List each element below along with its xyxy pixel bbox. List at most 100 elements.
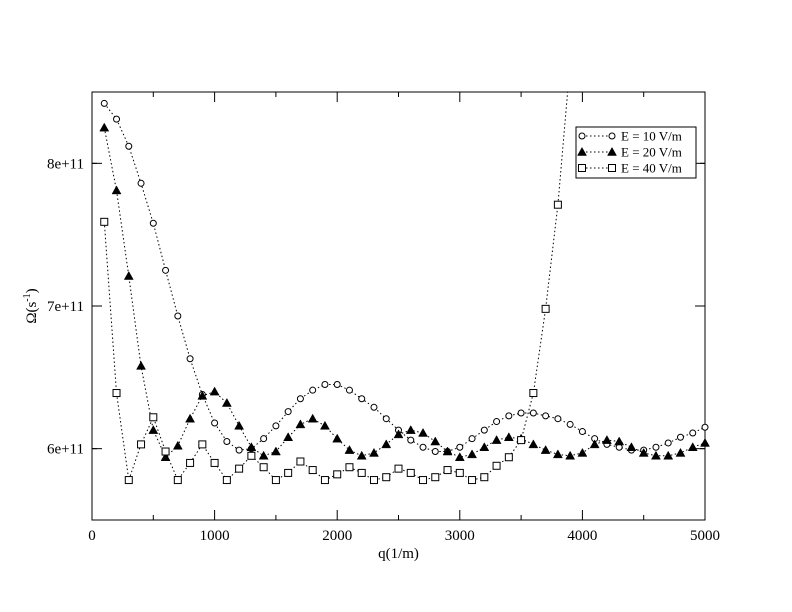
- data-point: [517, 436, 526, 445]
- data-point: [589, 439, 600, 449]
- data-point: [124, 476, 133, 485]
- data-point: [123, 271, 134, 280]
- data-point: [270, 446, 281, 456]
- series-2: [99, 122, 710, 461]
- series-3: [100, 92, 569, 485]
- y-tick-label: 8e+11: [47, 156, 84, 172]
- legend-entry: E = 40 V/m: [578, 161, 682, 176]
- data-point: [344, 445, 355, 454]
- data-point: [394, 464, 403, 473]
- data-point: [309, 386, 317, 394]
- data-point: [210, 458, 219, 467]
- data-point: [614, 436, 625, 446]
- data-point: [491, 435, 502, 444]
- data-point: [663, 450, 674, 460]
- legend-entry: E = 10 V/m: [578, 129, 682, 144]
- data-point: [553, 200, 562, 209]
- data-point: [493, 418, 501, 426]
- axis-ticks: 0 1000 2000 3000 4000 5000 6e+11 7e+11 8e+11: [47, 92, 720, 544]
- data-point: [259, 463, 268, 472]
- data-point: [468, 435, 476, 443]
- data-point: [517, 409, 525, 417]
- data-point: [149, 219, 157, 227]
- legend-marker: [608, 132, 616, 140]
- data-point: [172, 440, 183, 450]
- data-point: [528, 439, 539, 449]
- data-point: [247, 451, 256, 460]
- data-point: [577, 447, 588, 457]
- data-point: [162, 266, 170, 274]
- data-point: [700, 437, 710, 447]
- data-point: [272, 422, 280, 430]
- x-axis-title: q(1/m): [378, 546, 419, 562]
- data-point: [296, 395, 304, 403]
- data-point: [113, 115, 121, 123]
- data-point: [198, 440, 207, 449]
- data-point: [260, 435, 268, 443]
- data-point: [222, 476, 231, 485]
- data-point: [370, 403, 378, 411]
- data-point: [382, 473, 391, 482]
- data-point: [552, 449, 563, 459]
- data-point: [345, 386, 353, 394]
- data-point: [456, 443, 464, 451]
- data-point: [173, 476, 182, 485]
- data-point: [419, 443, 427, 451]
- data-point: [393, 429, 404, 439]
- data-point: [419, 476, 428, 485]
- data-point: [664, 439, 672, 447]
- data-point: [431, 473, 440, 482]
- data-point: [541, 304, 550, 313]
- data-point: [308, 466, 317, 475]
- data-point: [479, 442, 490, 451]
- data-point: [186, 355, 194, 363]
- x-tick-label: 4000: [567, 528, 597, 544]
- data-point: [235, 446, 243, 454]
- data-point: [307, 413, 318, 423]
- data-point: [381, 439, 392, 449]
- data-point: [100, 99, 108, 107]
- data-point: [99, 122, 110, 132]
- data-point: [223, 438, 231, 446]
- y-axis-title-main: Ω(s: [24, 302, 40, 324]
- data-point: [258, 450, 269, 460]
- data-point: [209, 386, 220, 396]
- data-point: [505, 412, 513, 420]
- data-point: [687, 442, 698, 451]
- y-tick-label: 6e+11: [47, 442, 84, 458]
- data-point: [431, 448, 439, 456]
- data-point: [480, 473, 489, 482]
- data-point: [455, 468, 464, 477]
- y-tick-label: 7e+11: [47, 299, 84, 315]
- data-point: [542, 412, 550, 420]
- data-point: [320, 420, 330, 430]
- data-point: [321, 380, 329, 388]
- series-line: [103, 103, 706, 452]
- data-point: [137, 179, 145, 187]
- data-point: [221, 398, 232, 407]
- data-point: [566, 420, 574, 428]
- x-tick-label: 0: [88, 528, 96, 544]
- data-point: [405, 425, 416, 434]
- data-point: [369, 476, 378, 485]
- data-point: [161, 447, 170, 456]
- data-point: [467, 449, 477, 459]
- data-point: [100, 217, 109, 226]
- legend-label: E = 40 V/m: [621, 161, 682, 176]
- legend-entry: E = 20 V/m: [577, 145, 682, 160]
- y-axis-title: Ω(s-1): [22, 288, 40, 323]
- data-point: [430, 436, 441, 446]
- data-point: [554, 415, 562, 423]
- data-point: [345, 463, 354, 472]
- data-point: [601, 435, 612, 444]
- data-point: [406, 468, 415, 477]
- data-point: [626, 442, 637, 451]
- data-point: [480, 426, 488, 434]
- data-point: [407, 436, 415, 444]
- data-point: [492, 461, 501, 470]
- data-point: [284, 408, 292, 416]
- legend-marker: [607, 146, 617, 156]
- legend: E = 10 V/mE = 20 V/mE = 40 V/m: [575, 126, 697, 179]
- data-point: [271, 476, 280, 485]
- data-point: [651, 450, 661, 460]
